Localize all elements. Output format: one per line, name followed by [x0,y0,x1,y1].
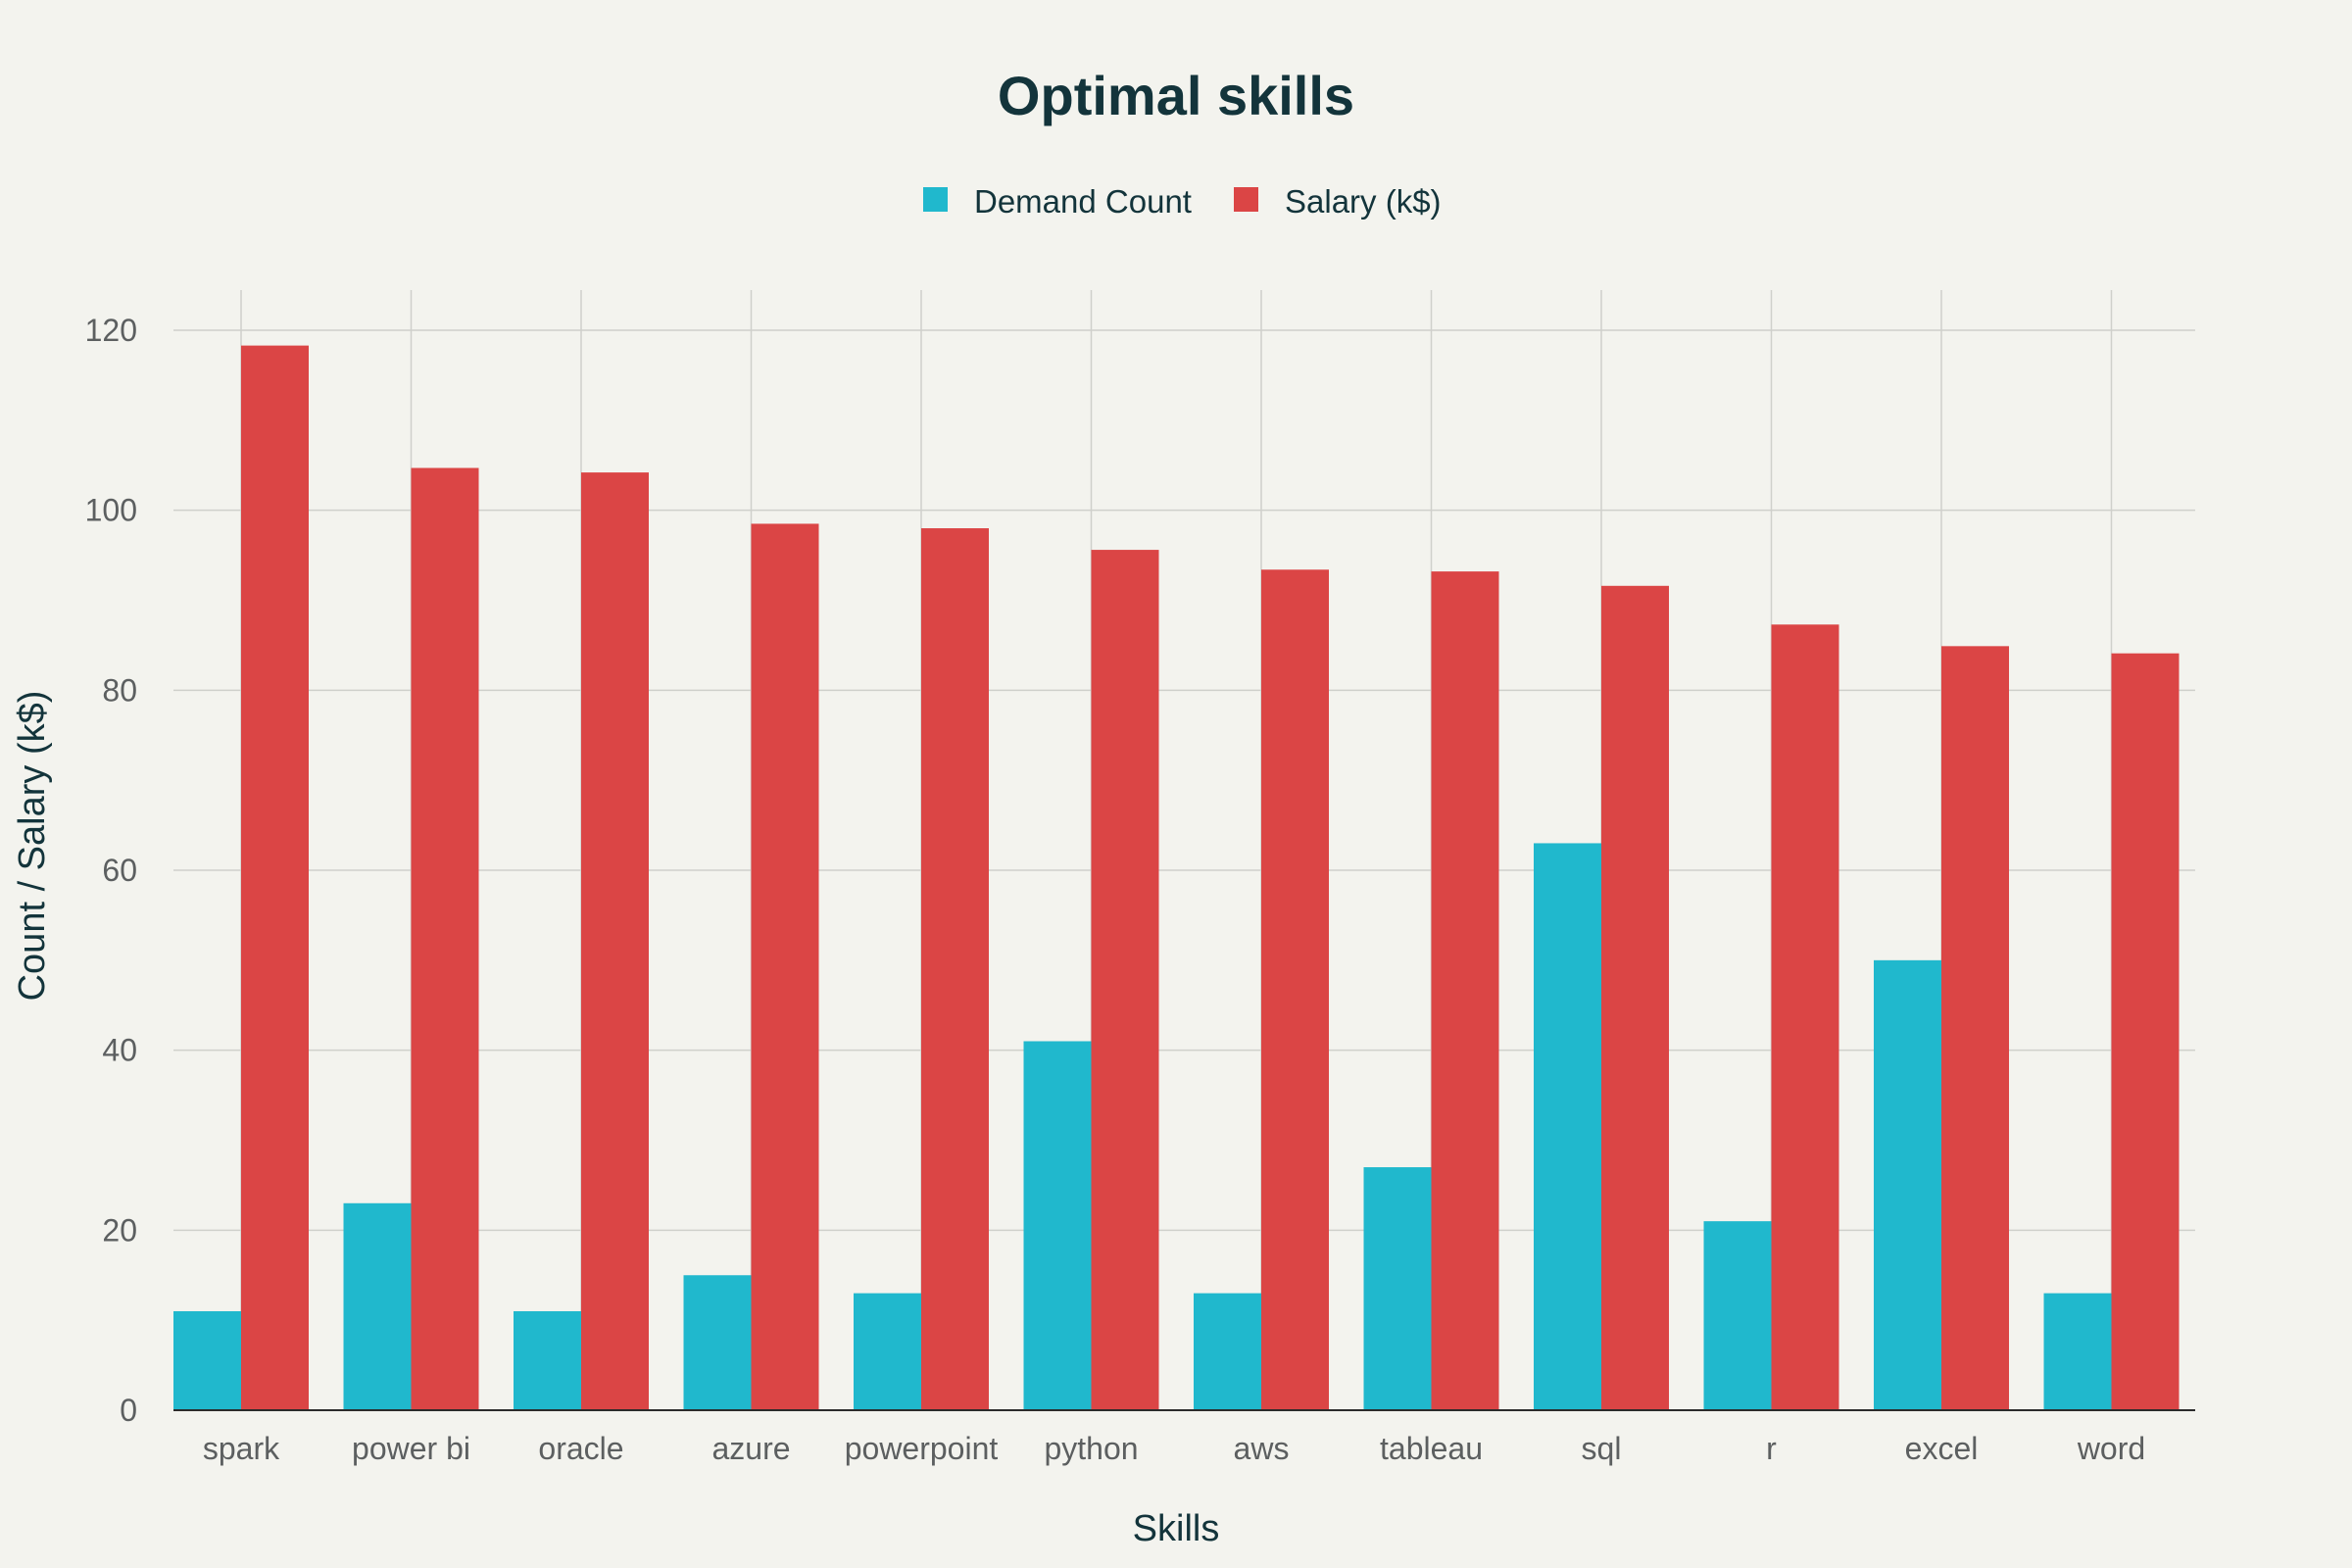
bar-salary-tableau [1431,571,1499,1410]
x-tick-label: azure [711,1431,790,1466]
x-tick-label: tableau [1380,1431,1483,1466]
x-tick-label: r [1766,1431,1777,1466]
y-tick-label: 40 [102,1033,137,1068]
bars [173,345,2180,1410]
bar-salary-python [1091,550,1159,1410]
legend-label-salary: Salary (k$) [1285,183,1442,220]
x-tick-label: powerpoint [845,1431,999,1466]
bar-salary-powerpoint [921,528,989,1410]
y-tick-labels: 0 20 40 60 80 100 120 [85,313,137,1428]
bar-demand-count-azure [683,1275,752,1410]
y-axis-title: Count / Salary (k$) [12,691,53,1002]
bar-salary-oracle [581,472,649,1410]
x-tick-labels: spark power bi oracle azure powerpoint python… [203,1431,2145,1466]
bar-demand-count-oracle [514,1310,581,1410]
bar-demand-count-power-bi [343,1202,412,1410]
bar-demand-count-powerpoint [854,1293,921,1410]
x-tick-label: oracle [538,1431,623,1466]
bar-demand-count-python [1023,1041,1092,1410]
bar-salary-spark [241,345,309,1410]
x-tick-label: python [1044,1431,1138,1466]
x-tick-label: excel [1905,1431,1979,1466]
bar-demand-count-tableau [1363,1167,1432,1410]
bar-salary-excel [1941,646,2009,1410]
bar-demand-count-excel [1874,959,1941,1410]
bar-demand-count-spark [173,1310,241,1410]
bar-salary-sql [1601,585,1669,1410]
bar-demand-count-word [2043,1293,2112,1410]
x-tick-label: spark [203,1431,280,1466]
legend-swatch-salary [1234,187,1258,212]
bar-salary-r [1771,624,1839,1410]
bar-demand-count-aws [1194,1293,1261,1410]
x-tick-label: aws [1234,1431,1290,1466]
legend-swatch-demand-count [923,187,948,212]
y-tick-label: 0 [120,1393,137,1428]
bar-demand-count-r [1703,1221,1772,1410]
bar-salary-aws [1261,569,1329,1410]
x-tick-label: sql [1582,1431,1622,1466]
bar-demand-count-sql [1534,843,1601,1410]
y-tick-label: 60 [102,853,137,888]
chart-title: Optimal skills [998,65,1354,126]
x-tick-label: power bi [352,1431,470,1466]
legend-label-demand-count: Demand Count [974,183,1192,220]
x-axis-title: Skills [1133,1508,1220,1549]
bar-salary-azure [751,523,819,1410]
bar-salary-word [2111,653,2180,1410]
y-tick-label: 100 [85,493,137,528]
y-tick-label: 120 [85,313,137,348]
legend: Demand Count Salary (k$) [923,183,1442,220]
x-tick-label: word [2077,1431,2145,1466]
y-tick-label: 20 [102,1212,137,1248]
y-tick-label: 80 [102,672,137,708]
bar-salary-power-bi [411,467,479,1410]
